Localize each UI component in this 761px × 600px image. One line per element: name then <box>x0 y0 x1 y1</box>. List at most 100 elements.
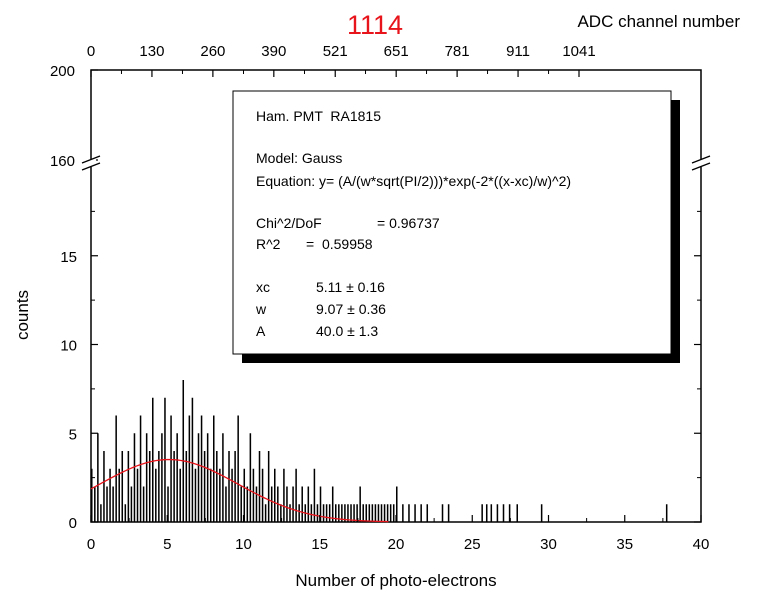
histogram-bar <box>408 504 410 522</box>
histogram-bar <box>112 486 114 522</box>
histogram-bar <box>325 504 328 522</box>
histogram-bar <box>490 504 493 522</box>
histogram-bar <box>109 468 111 522</box>
histogram-bar <box>335 504 337 522</box>
histogram-bar <box>206 433 209 522</box>
y-axis-title: counts <box>13 290 32 340</box>
histogram-bar <box>280 504 282 522</box>
histogram-bar <box>197 433 200 522</box>
x-tick-label: 35 <box>616 536 633 553</box>
histogram-bar <box>267 451 270 522</box>
histogram-bar <box>225 486 227 522</box>
histogram-bar <box>359 486 361 522</box>
histogram-bar <box>249 433 252 522</box>
histogram-bar <box>322 504 325 522</box>
axis-break-slash <box>691 162 711 171</box>
histogram-bar <box>182 380 185 522</box>
histogram-bar <box>145 433 148 522</box>
histogram-bar <box>365 504 368 522</box>
histogram-bar <box>350 504 352 522</box>
histogram-bar <box>286 486 288 522</box>
histogram-bar <box>414 504 416 522</box>
histogram-bar <box>252 468 255 522</box>
histogram-bar <box>292 486 294 522</box>
histogram-bar <box>246 486 249 522</box>
histogram-bar <box>295 468 297 522</box>
histogram-bar <box>188 415 191 522</box>
histogram-bar <box>152 397 154 522</box>
x-tick-label: 0 <box>87 536 95 553</box>
histogram-bar <box>191 397 194 522</box>
stats-param-value: 40.0 ± 1.3 <box>316 323 378 339</box>
histogram-bar <box>176 433 178 522</box>
histogram-bar <box>158 451 160 522</box>
histogram-bar <box>231 468 233 522</box>
histogram-bar <box>124 504 127 522</box>
histogram-bar <box>371 504 374 522</box>
histogram-bar <box>100 504 102 522</box>
histogram-bar <box>274 468 276 522</box>
histogram-bar <box>347 504 349 522</box>
histogram-bar <box>485 504 488 522</box>
histogram-bar <box>185 451 188 522</box>
histogram-bar <box>396 486 398 522</box>
top-tick-label: 911 <box>506 43 530 60</box>
x-tick-label: 5 <box>163 536 171 553</box>
histogram-bar <box>261 468 264 522</box>
histogram-bar <box>356 504 358 522</box>
histogram-bar <box>234 451 236 522</box>
histogram-bar <box>118 468 120 522</box>
histogram-bar <box>374 504 377 522</box>
x-tick-label: 30 <box>540 536 557 553</box>
gauss-fit-curve <box>90 458 389 523</box>
histogram-bar <box>316 504 319 522</box>
histogram-bar <box>441 504 444 522</box>
ticks: 0 5 10 15 20 25 30 35 40 0 130 260 390 521 651 781 911 10… <box>50 43 709 553</box>
histogram-bar <box>310 504 313 522</box>
top-tick-label: 0 <box>87 43 95 60</box>
stats-chi-value: = 0.96737 <box>377 215 440 231</box>
histogram-bar <box>298 504 300 522</box>
histogram-bar <box>508 504 511 522</box>
histogram-bar <box>341 504 343 522</box>
histogram-bar <box>161 433 163 522</box>
x-tick-label: 20 <box>388 536 405 553</box>
axis-break-slash <box>81 162 101 171</box>
histogram-bar <box>167 486 169 522</box>
axis-break-gap <box>696 159 706 167</box>
histogram-bar <box>389 504 392 522</box>
histogram-bar <box>194 468 197 522</box>
histogram-bar <box>540 504 543 522</box>
histogram-bar <box>496 504 499 522</box>
stats-param-name: xc <box>256 279 270 295</box>
histogram-bar <box>264 504 267 522</box>
histogram-bar <box>380 504 383 522</box>
top-tick-label: 1041 <box>562 43 595 60</box>
histogram-bar <box>139 415 142 522</box>
y-tick-label: 15 <box>60 249 77 266</box>
histogram-bar <box>353 504 355 522</box>
top-tick-label: 130 <box>139 43 164 60</box>
histogram-bar <box>136 468 139 522</box>
histogram-bar <box>228 451 230 522</box>
histogram-bar <box>91 468 93 522</box>
histogram-bar <box>447 504 450 522</box>
top-tick-label: 260 <box>200 43 225 60</box>
histogram-bar <box>170 415 172 522</box>
histogram-bar <box>133 433 136 522</box>
histogram-bar <box>142 486 145 522</box>
histogram-bar <box>377 504 380 522</box>
histogram-bar <box>97 433 99 522</box>
x-tick-label: 25 <box>464 536 481 553</box>
histogram-bar <box>502 504 505 522</box>
histogram-bar <box>426 504 429 522</box>
top-tick-label: 521 <box>323 43 348 60</box>
histogram-bar <box>283 468 285 522</box>
stats-param-name: w <box>255 301 267 317</box>
stats-equation: Equation: y= (A/(w*sqrt(PI/2)))*exp(-2*(… <box>256 173 571 189</box>
top-tick-label: 390 <box>261 43 286 60</box>
x-tick-label: 40 <box>693 536 710 553</box>
chart-title: 1114 <box>347 10 403 40</box>
histogram-bar <box>127 451 130 522</box>
histogram-bar <box>328 504 331 522</box>
